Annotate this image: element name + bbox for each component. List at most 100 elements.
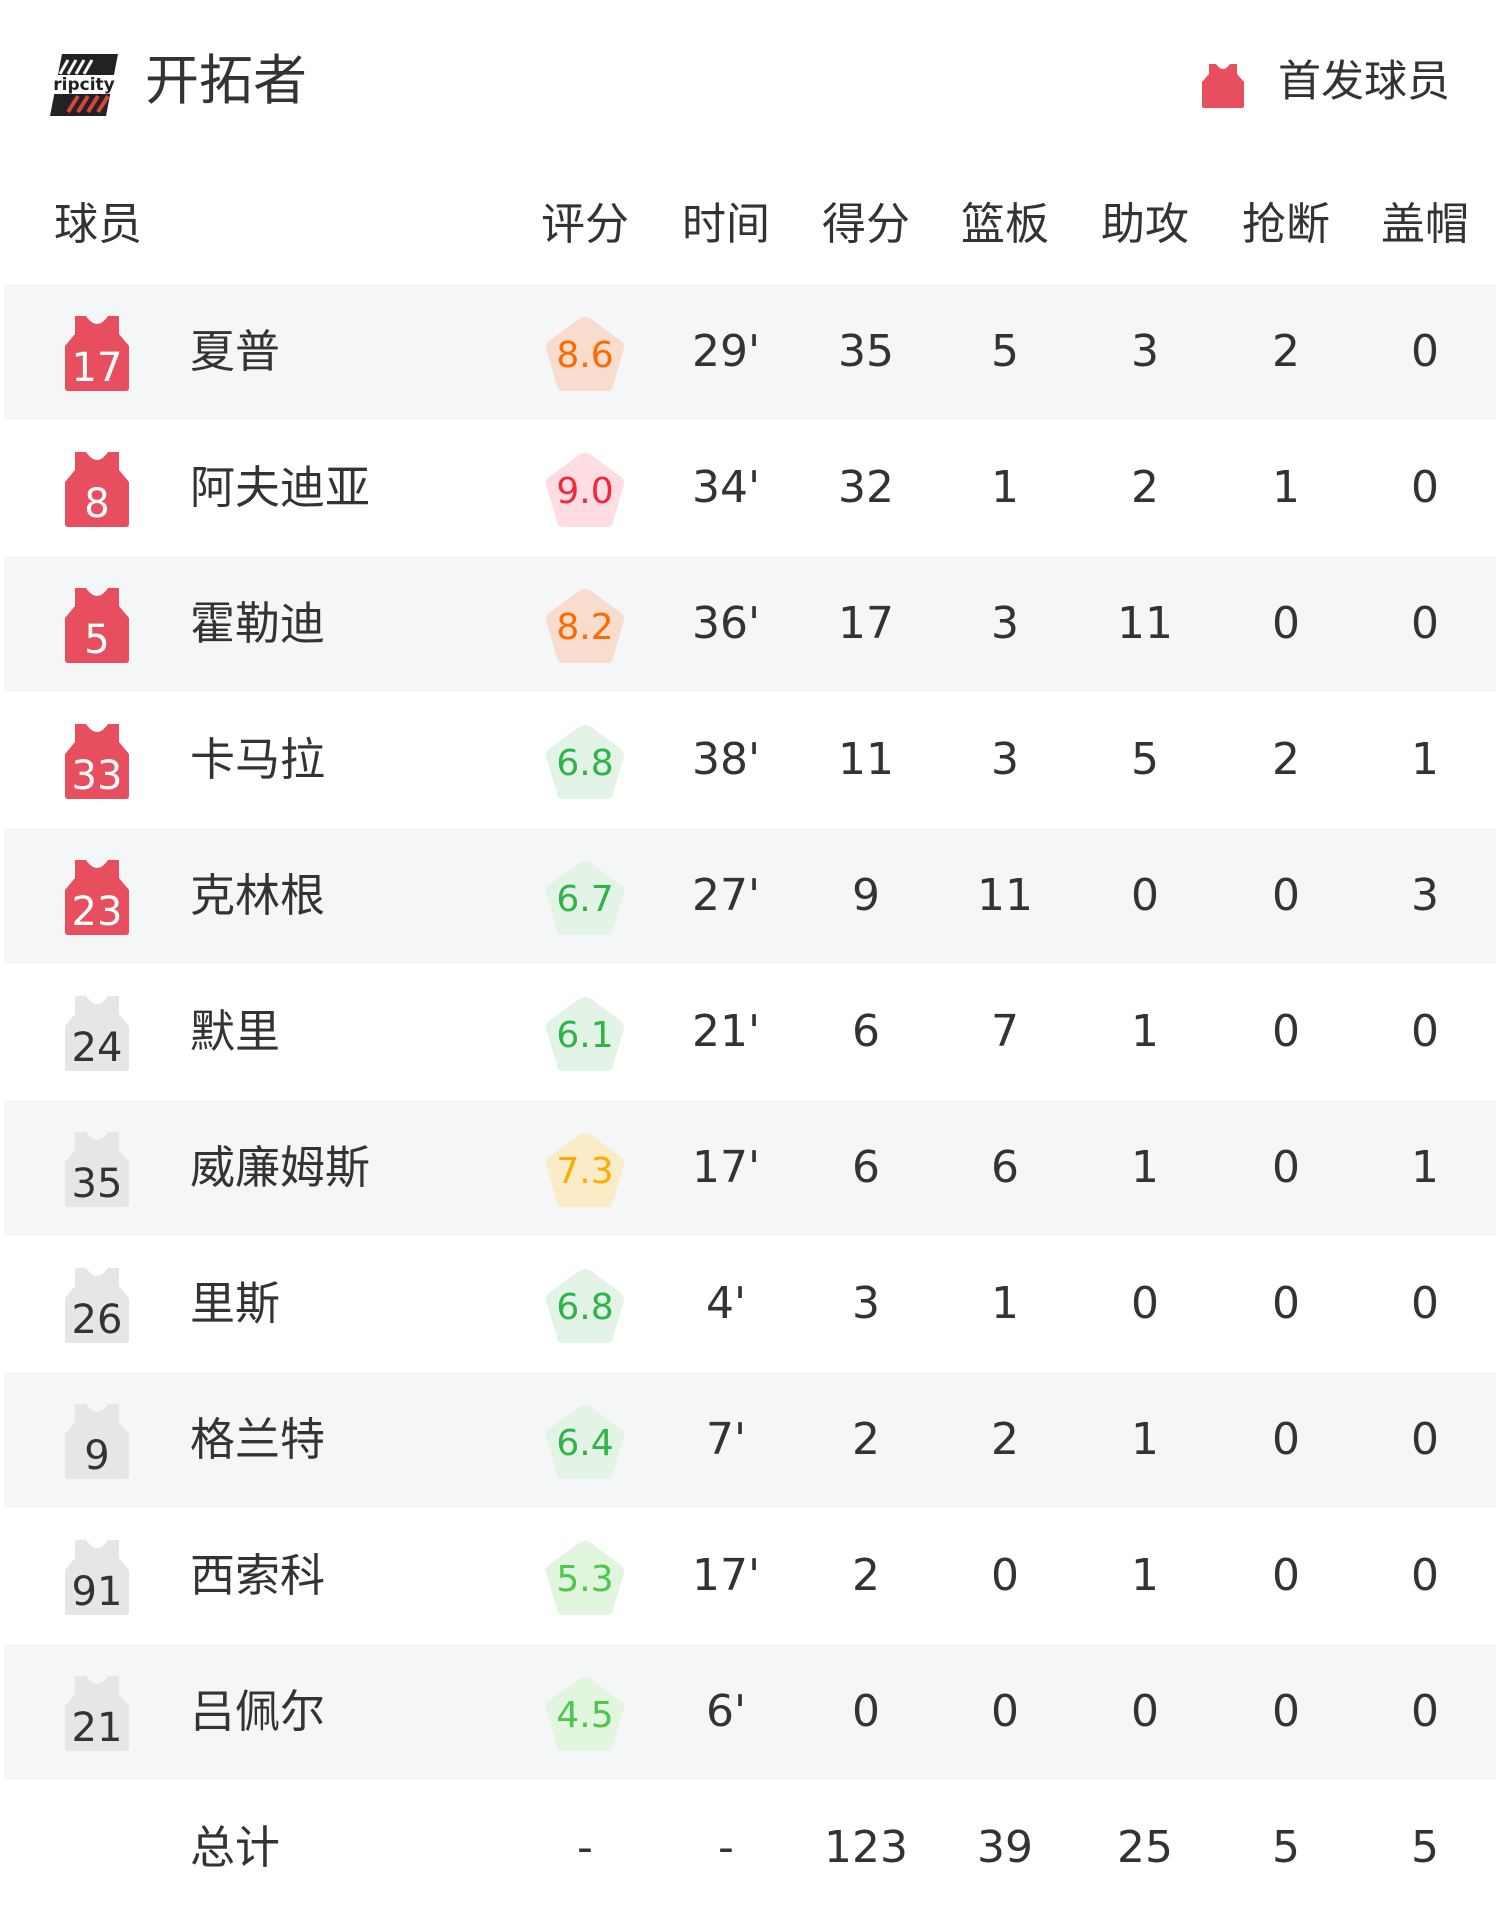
player-row[interactable]: 8 阿夫迪亚 9.0 34' 32 1 2 1 0	[4, 420, 1496, 556]
stat-rebounds: 3	[991, 598, 1019, 649]
player-name[interactable]: 卡马拉	[190, 733, 326, 786]
stat-minutes: 38'	[691, 734, 761, 785]
rating-badge: 6.7	[543, 858, 627, 938]
stat-rebounds: 3	[991, 734, 1019, 785]
rating-value: 6.8	[556, 1287, 614, 1328]
jersey-icon: 5	[61, 586, 133, 664]
stat-assists: 0	[1131, 1686, 1159, 1737]
stat-steals: 0	[1272, 1278, 1300, 1329]
stat-steals: 1	[1272, 462, 1300, 513]
logo-text: ripcity	[53, 75, 115, 95]
stat-steals: 0	[1272, 1414, 1300, 1465]
totals-minutes: -	[718, 1822, 734, 1873]
player-name[interactable]: 西索科	[190, 1549, 326, 1602]
stat-steals: 0	[1272, 1550, 1300, 1601]
jersey-number: 17	[71, 345, 123, 391]
stat-minutes: 29'	[691, 326, 761, 377]
jersey-icon: 17	[61, 314, 133, 392]
stat-points: 17	[838, 598, 894, 649]
stat-steals: 0	[1272, 1006, 1300, 1057]
player-row[interactable]: 26 里斯 6.8 4' 3 1 0 0 0	[4, 1236, 1496, 1372]
rating-value: 5.3	[556, 1559, 614, 1600]
stat-rebounds: 1	[991, 1278, 1019, 1329]
jersey-icon: 8	[61, 450, 133, 528]
stat-steals: 2	[1272, 326, 1300, 377]
stat-assists: 0	[1131, 870, 1159, 921]
stat-steals: 0	[1272, 1142, 1300, 1193]
player-name[interactable]: 吕佩尔	[190, 1685, 326, 1738]
jersey-icon	[1200, 62, 1246, 108]
col-header-points[interactable]: 得分	[822, 199, 910, 250]
player-row[interactable]: 9 格兰特 6.4 7' 2 2 1 0 0	[4, 1372, 1496, 1508]
jersey-icon: 91	[61, 1538, 133, 1616]
player-row[interactable]: 91 西索科 5.3 17' 2 0 1 0 0	[4, 1508, 1496, 1644]
stat-blocks: 3	[1411, 870, 1439, 921]
jersey-number: 21	[71, 1705, 123, 1751]
stat-minutes: 27'	[691, 870, 761, 921]
stat-steals: 0	[1272, 598, 1300, 649]
stat-minutes: 6'	[705, 1686, 747, 1737]
totals-blocks: 5	[1411, 1822, 1439, 1873]
player-row[interactable]: 17 夏普 8.6 29' 35 5 3 2 0	[4, 284, 1496, 420]
jersey-number: 24	[71, 1025, 123, 1071]
stat-points: 0	[852, 1686, 880, 1737]
stat-steals: 0	[1272, 1686, 1300, 1737]
col-header-rating[interactable]: 评分	[541, 199, 629, 250]
player-name[interactable]: 格兰特	[190, 1413, 326, 1466]
player-row[interactable]: 23 克林根 6.7 27' 9 11 0 0 3	[4, 828, 1496, 964]
stat-assists: 3	[1131, 326, 1159, 377]
jersey-icon: 21	[61, 1674, 133, 1752]
stat-blocks: 0	[1411, 1550, 1439, 1601]
rating-value: 9.0	[556, 471, 614, 512]
stat-blocks: 0	[1411, 1686, 1439, 1737]
jersey-number: 23	[71, 889, 123, 935]
player-name[interactable]: 默里	[190, 1005, 281, 1058]
col-header-blocks[interactable]: 盖帽	[1381, 199, 1469, 250]
player-row[interactable]: 21 吕佩尔 4.5 6' 0 0 0 0 0	[4, 1644, 1496, 1780]
stat-rebounds: 0	[991, 1686, 1019, 1737]
player-name[interactable]: 夏普	[190, 325, 281, 378]
rating-value: 6.8	[556, 743, 614, 784]
stat-assists: 2	[1131, 462, 1159, 513]
stat-rebounds: 2	[991, 1414, 1019, 1465]
col-header-steals[interactable]: 抢断	[1242, 199, 1330, 250]
player-name[interactable]: 威廉姆斯	[190, 1141, 371, 1194]
player-name[interactable]: 霍勒迪	[190, 597, 326, 650]
col-header-assists[interactable]: 助攻	[1101, 199, 1189, 250]
stat-assists: 1	[1131, 1550, 1159, 1601]
player-row[interactable]: 24 默里 6.1 21' 6 7 1 0 0	[4, 964, 1496, 1100]
player-name[interactable]: 里斯	[190, 1277, 281, 1330]
totals-assists: 25	[1117, 1822, 1173, 1873]
totals-rebounds: 39	[977, 1822, 1033, 1873]
stat-points: 2	[852, 1550, 880, 1601]
stat-steals: 0	[1272, 870, 1300, 921]
player-row[interactable]: 5 霍勒迪 8.2 36' 17 3 11 0 0	[4, 556, 1496, 692]
player-row[interactable]: 33 卡马拉 6.8 38' 11 3 5 2 1	[4, 692, 1496, 828]
stat-minutes: 21'	[691, 1006, 761, 1057]
col-header-player[interactable]: 球员	[54, 199, 142, 250]
col-header-time[interactable]: 时间	[682, 199, 770, 250]
stat-rebounds: 11	[977, 870, 1033, 921]
rating-badge: 6.1	[543, 994, 627, 1074]
rating-badge: 5.3	[543, 1538, 627, 1618]
stat-points: 2	[852, 1414, 880, 1465]
stat-assists: 11	[1117, 598, 1173, 649]
player-name[interactable]: 阿夫迪亚	[190, 461, 371, 514]
stat-assists: 1	[1131, 1142, 1159, 1193]
player-name[interactable]: 克林根	[190, 869, 326, 922]
stat-points: 9	[852, 870, 880, 921]
totals-label: 总计	[190, 1821, 281, 1874]
stat-blocks: 0	[1411, 1278, 1439, 1329]
rating-value: 7.3	[556, 1151, 614, 1192]
rating-badge: 4.5	[543, 1674, 627, 1754]
stat-minutes: 17'	[691, 1142, 761, 1193]
stat-rebounds: 7	[991, 1006, 1019, 1057]
stat-blocks: 0	[1411, 598, 1439, 649]
stat-points: 11	[838, 734, 894, 785]
starter-legend-label: 首发球员	[1278, 57, 1450, 107]
rating-value: 6.4	[556, 1423, 614, 1464]
rating-value: 8.6	[556, 335, 614, 376]
stat-blocks: 1	[1411, 734, 1439, 785]
player-row[interactable]: 35 威廉姆斯 7.3 17' 6 6 1 0 1	[4, 1100, 1496, 1236]
col-header-rebounds[interactable]: 篮板	[961, 199, 1049, 250]
